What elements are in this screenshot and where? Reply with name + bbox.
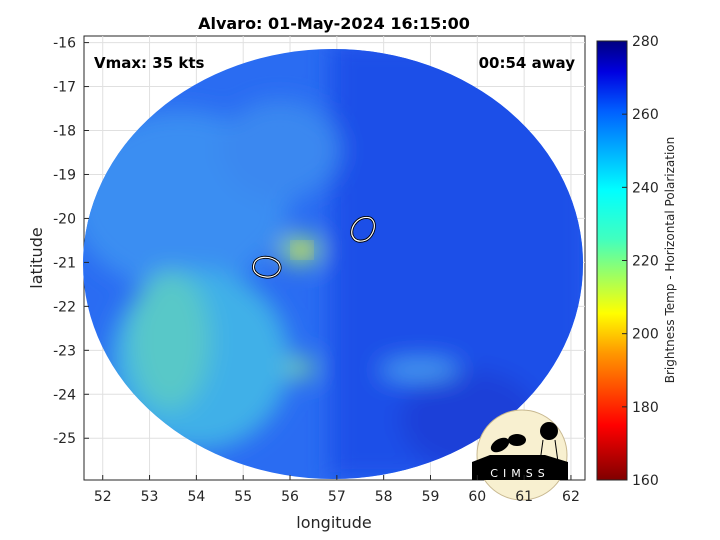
colorbar-tick-label: 260 [632, 107, 659, 123]
colorbar-tick-label: 180 [632, 400, 659, 416]
logo-text: CIMSS [490, 467, 549, 480]
x-tick-label: 52 [94, 489, 112, 505]
time-away-annotation: 00:54 away [479, 54, 576, 72]
y-tick-label: -25 [53, 431, 76, 447]
x-tick-label: 58 [375, 489, 393, 505]
x-tick-label: 56 [281, 489, 299, 505]
y-axis: -16 -17 -18 -19 -20 -21 -22 -23 -24 -25 [53, 36, 89, 447]
y-tick-label: -20 [53, 211, 76, 227]
y-tick-label: -21 [53, 255, 76, 271]
y-tick-label: -22 [53, 299, 76, 315]
x-tick-label: 55 [234, 489, 252, 505]
x-axis: 52 53 54 55 56 57 58 59 60 61 62 [94, 475, 580, 505]
colorbar-tick-label: 160 [632, 473, 659, 489]
colorbar-ticks: 160 180 200 220 240 260 280 [622, 34, 659, 489]
brightness-temp-swath [83, 49, 583, 479]
chart-title: Alvaro: 01-May-2024 16:15:00 [198, 14, 470, 33]
x-tick-label: 54 [187, 489, 205, 505]
y-tick-label: -16 [53, 36, 76, 52]
y-tick-label: -24 [53, 387, 76, 403]
colorbar-tick-label: 220 [632, 254, 659, 270]
x-tick-label: 53 [141, 489, 159, 505]
x-tick-label: 62 [562, 489, 580, 505]
cimss-logo: CIMSS [472, 409, 568, 501]
x-axis-label: longitude [296, 513, 371, 532]
x-tick-label: 57 [328, 489, 346, 505]
colorbar-label: Brightness Temp - Horizontal Polarizatio… [663, 137, 677, 384]
colorbar-tick-label: 200 [632, 327, 659, 343]
vmax-annotation: Vmax: 35 kts [94, 54, 204, 72]
x-tick-label: 60 [468, 489, 486, 505]
y-tick-label: -17 [53, 80, 76, 96]
y-tick-label: -18 [53, 124, 76, 140]
y-axis-label: latitude [27, 227, 46, 288]
y-tick-label: -19 [53, 167, 76, 183]
x-tick-label: 61 [515, 489, 533, 505]
y-tick-label: -23 [53, 343, 76, 359]
colorbar-tick-label: 240 [632, 180, 659, 196]
x-tick-label: 59 [422, 489, 440, 505]
colorbar-tick-label: 280 [632, 34, 659, 50]
